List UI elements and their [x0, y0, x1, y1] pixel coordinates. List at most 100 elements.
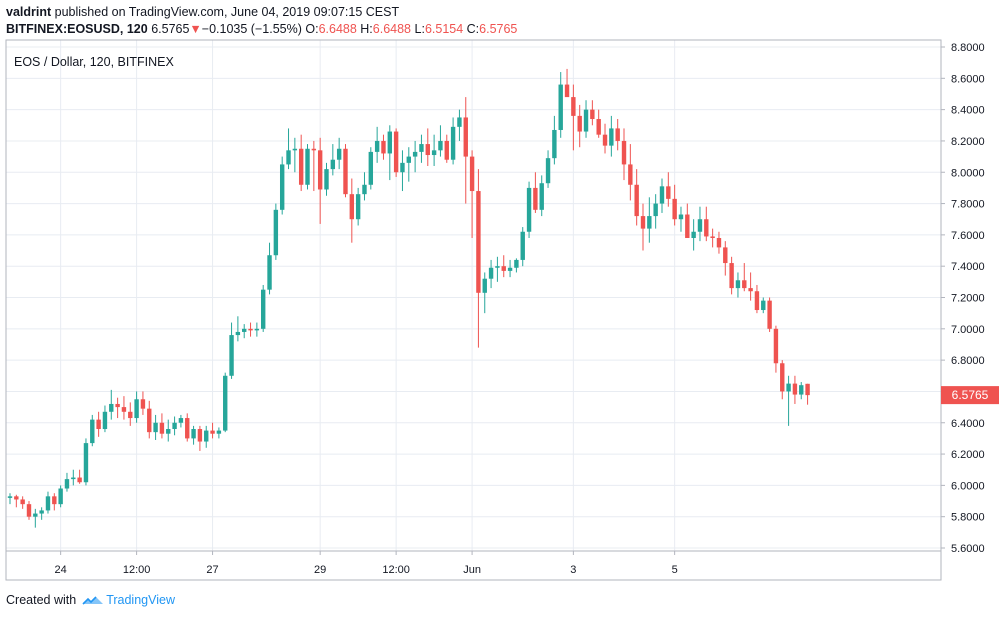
symbol-label: BITFINEX:EOSUSD, 120	[6, 22, 148, 36]
price-tick-label: 8.2000	[951, 136, 985, 148]
published-text: published on TradingView.com, June 04, 2…	[54, 5, 400, 19]
candle-body	[444, 140, 449, 160]
candle-body	[666, 186, 671, 199]
time-tick-label: Jun	[463, 564, 481, 576]
price-axis[interactable]: 5.60005.80006.00006.20006.40006.60006.80…	[941, 42, 985, 555]
chart-title: EOS / Dollar, 120, BITFINEX	[14, 55, 174, 69]
candle-body	[710, 236, 715, 239]
candle-body	[514, 259, 519, 268]
candle-body	[178, 418, 184, 423]
last-price: 6.5765	[151, 22, 190, 36]
candle-body	[172, 422, 177, 430]
candle-body	[185, 418, 190, 439]
candle-body	[697, 219, 703, 232]
candle-body	[615, 128, 620, 141]
tradingview-logo-icon	[82, 596, 104, 605]
candle-body	[526, 187, 532, 232]
price-tick-label: 8.0000	[951, 167, 985, 179]
ohlc-line: BITFINEX:EOSUSD, 120 6.5765▼−0.1035 (−1.…	[6, 22, 517, 36]
grid-lines	[6, 40, 941, 551]
candle-body	[140, 399, 146, 409]
candle-body	[109, 403, 114, 412]
candle-body	[754, 291, 760, 311]
time-tick-label: 27	[206, 564, 218, 576]
candle-body	[317, 150, 323, 190]
candle-body	[204, 430, 209, 442]
candle-body	[52, 496, 57, 505]
candle-body	[153, 422, 158, 433]
candle-body	[349, 194, 355, 220]
candle-body	[191, 429, 196, 439]
candle-body	[96, 419, 101, 430]
price-tick-label: 7.2000	[951, 293, 985, 305]
tradingview-brand-link[interactable]: TradingView	[106, 593, 175, 607]
candle-body	[298, 148, 304, 185]
close-label: C:	[466, 22, 480, 36]
price-tick-label: 8.8000	[951, 42, 985, 54]
candle-body	[507, 267, 513, 271]
candle-body	[166, 429, 171, 434]
candle-body	[431, 150, 437, 156]
close-value: 6.5765	[479, 22, 518, 36]
candle-body	[248, 328, 253, 331]
price-tick-label: 7.8000	[951, 199, 985, 211]
time-axis[interactable]: 24 12:00 27 29 12:00 Jun 3 5	[55, 551, 678, 576]
high-value: 6.6488	[372, 22, 412, 36]
candle-body	[324, 169, 329, 190]
candle-body	[14, 496, 19, 500]
candle-body	[71, 477, 76, 480]
candle-body	[780, 363, 785, 392]
candle-body	[767, 300, 772, 329]
candle-body	[457, 117, 462, 127]
candle-body	[77, 477, 82, 483]
candle-body	[564, 84, 570, 98]
author-name[interactable]: valdrint	[6, 5, 52, 19]
candle-body	[799, 385, 804, 395]
candle-body	[590, 109, 595, 120]
candle-body	[58, 488, 63, 505]
candle-body	[735, 280, 741, 289]
candle-body	[128, 411, 133, 419]
candle-body	[583, 109, 589, 132]
candle-body	[286, 150, 291, 165]
candle-body	[7, 496, 13, 498]
low-label: L:	[414, 22, 425, 36]
candle-body	[336, 148, 342, 160]
candle-body	[482, 278, 487, 293]
price-change: −0.1035 (−1.55%)	[201, 22, 302, 36]
candle-body	[539, 183, 544, 210]
candle-body	[748, 288, 753, 292]
candle-body	[387, 131, 392, 154]
candle-body	[235, 331, 241, 336]
candle-body	[311, 148, 317, 151]
price-tag-value: 6.5765	[952, 388, 989, 402]
candle-body	[786, 383, 791, 392]
candle-body	[609, 128, 614, 146]
candle-body	[653, 203, 658, 217]
time-tick-label: 5	[672, 564, 678, 576]
candle-body	[533, 187, 538, 210]
price-tag-background	[941, 386, 999, 405]
candle-body	[742, 280, 747, 289]
time-tick-label: 29	[314, 564, 326, 576]
candle-body	[355, 194, 361, 220]
candle-body	[729, 263, 734, 289]
candle-body	[33, 513, 38, 517]
price-tick-label: 8.6000	[951, 73, 985, 85]
candle-body	[159, 422, 165, 434]
candle-body	[115, 403, 120, 408]
candle-body	[463, 117, 468, 157]
candle-body	[330, 159, 336, 170]
candle-body	[495, 266, 500, 268]
candle-body	[64, 479, 70, 489]
candle-body	[362, 184, 367, 195]
time-tick-label: 24	[55, 564, 67, 576]
open-label: O:	[305, 22, 319, 36]
candle-body	[210, 430, 215, 434]
time-tick-label: 12:00	[382, 564, 410, 576]
candle-body	[393, 131, 399, 173]
candle-body	[26, 504, 32, 517]
candle-body	[229, 335, 234, 376]
candle-body	[292, 148, 298, 151]
